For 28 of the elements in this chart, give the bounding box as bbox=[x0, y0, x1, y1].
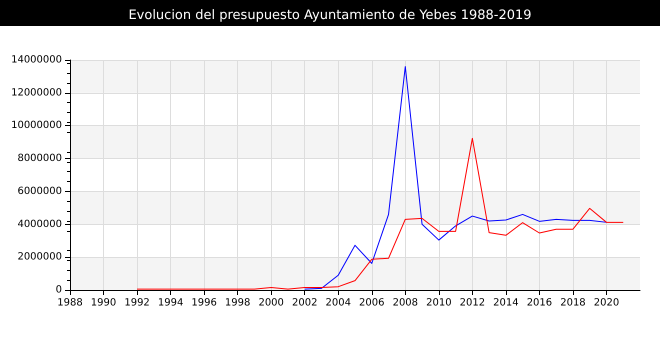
x-tick-label: 2016 bbox=[526, 298, 552, 308]
y-tick-label: 2000000 bbox=[17, 252, 62, 263]
x-tick-label: 2010 bbox=[426, 298, 452, 308]
x-tick-label: 1996 bbox=[191, 298, 217, 308]
x-tick-label: 1988 bbox=[57, 298, 83, 308]
x-tick-label: 2008 bbox=[392, 298, 418, 308]
x-tick-label: 2014 bbox=[493, 298, 519, 308]
line-series bbox=[304, 66, 607, 290]
x-tick-label: 1994 bbox=[158, 298, 184, 308]
chart-title: Evolucion del presupuesto Ayuntamiento de Yebes 1988-2019 bbox=[128, 8, 532, 23]
y-tick-label: 14000000 bbox=[11, 54, 62, 66]
x-tick-label: 2000 bbox=[258, 298, 284, 308]
x-tick-label: 2002 bbox=[292, 298, 318, 308]
x-tick-label: 1992 bbox=[124, 298, 150, 308]
x-tick-label: 2012 bbox=[460, 298, 486, 308]
x-tick-label: 1990 bbox=[90, 298, 116, 308]
x-tick-label: 2006 bbox=[359, 298, 384, 308]
y-tick-label: 12000000 bbox=[11, 87, 62, 98]
y-tick-label: 8000000 bbox=[17, 153, 62, 164]
y-tick-label: 0 bbox=[56, 284, 62, 296]
y-tick-label: 4000000 bbox=[17, 218, 62, 230]
x-tick-label: 2018 bbox=[560, 298, 586, 308]
x-tick-label: 1998 bbox=[224, 298, 250, 308]
y-tick-label: 10000000 bbox=[11, 120, 62, 132]
y-tick-label: 6000000 bbox=[17, 186, 62, 197]
x-tick-label: 2020 bbox=[594, 298, 620, 308]
x-tick-label: 2004 bbox=[326, 298, 351, 308]
line-series bbox=[136, 138, 624, 290]
